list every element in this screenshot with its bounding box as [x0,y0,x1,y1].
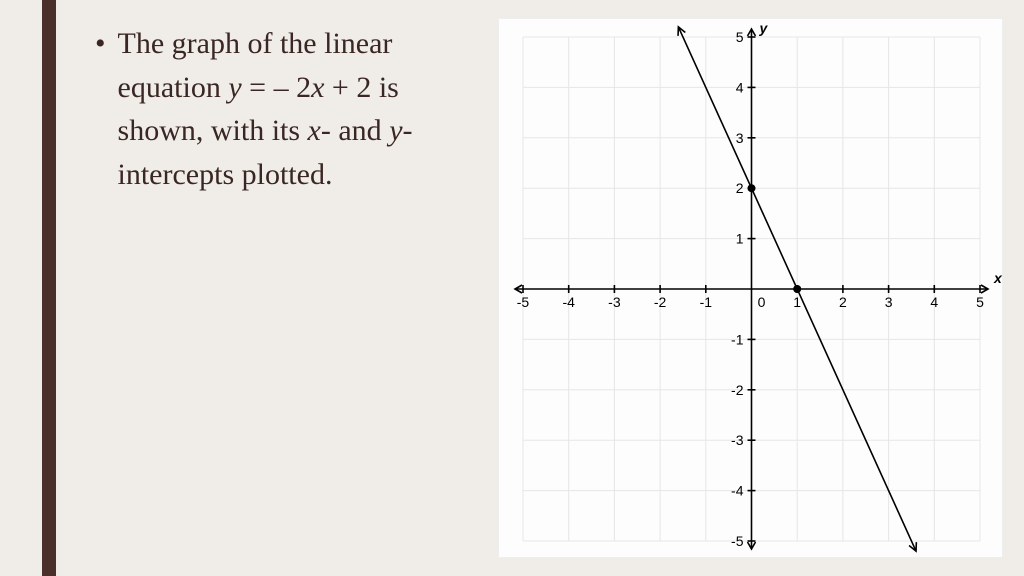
coordinate-graph: -5-4-3-2-1123450-5-4-3-2-112345xy [499,19,1004,559]
y-tick-label: 4 [736,79,744,95]
eq-y: y [228,71,241,104]
y-tick-label: 2 [736,180,744,196]
y-tick-label: -1 [731,331,744,347]
bullet-mark: • [95,22,106,196]
y-tick-label: -5 [731,533,744,549]
x-tick-label: -2 [654,294,667,310]
x-tick-label: -1 [700,294,713,310]
graph-panel: -5-4-3-2-1123450-5-4-3-2-112345xy [498,18,1003,558]
y-tick-label: 5 [736,29,744,45]
eq-mid: = – 2 [242,71,311,104]
y-tick-label: -2 [731,382,744,398]
eq-end: + 2 [324,71,371,104]
y-intercept-var: y [389,114,402,147]
slide-text: • The graph of the linear equation y = –… [95,22,465,196]
eq-x: x [311,71,324,104]
y-tick-label: 3 [736,130,744,146]
bullet-text: The graph of the linear equation y = – 2… [118,22,465,196]
accent-bar [42,0,56,576]
x-tick-label: -4 [562,294,575,310]
y-tick-label: -3 [731,432,744,448]
x-tick-label: 4 [930,294,938,310]
bullet-item: • The graph of the linear equation y = –… [95,22,465,196]
x-tick-label: -5 [517,294,530,310]
intercept-point [793,285,801,293]
x-axis-label: x [993,270,1003,286]
x-intercept-var: x [308,114,321,147]
y-axis-label: y [759,20,769,36]
y-tick-label: -4 [731,483,744,499]
x-tick-label: 5 [976,294,984,310]
x-tick-label: -3 [608,294,621,310]
text-part3: - and [321,114,389,147]
x-tick-label: 3 [885,294,893,310]
x-tick-label: 2 [839,294,847,310]
zero-label: 0 [758,294,766,310]
intercept-point [748,184,756,192]
y-tick-label: 1 [736,231,744,247]
